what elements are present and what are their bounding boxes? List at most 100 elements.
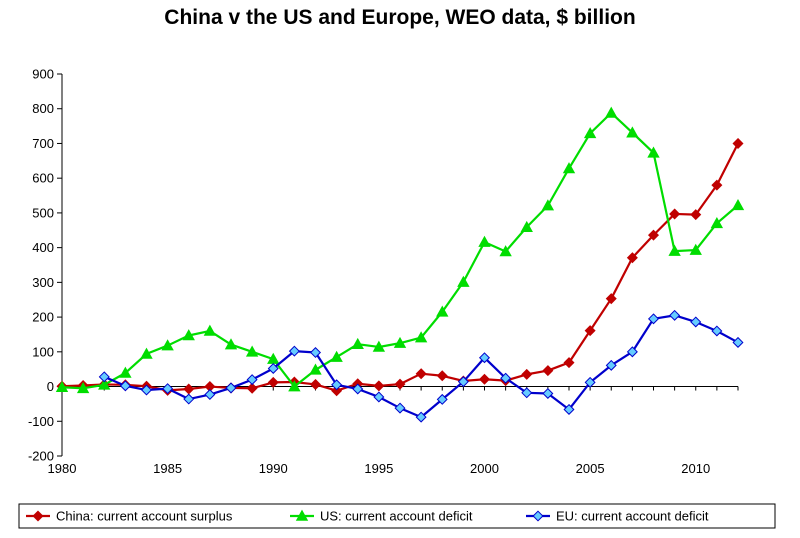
y-tick-label: -200: [28, 449, 54, 464]
point-us: [393, 336, 407, 348]
x-tick-label: 2005: [576, 461, 605, 476]
point-us: [583, 127, 597, 139]
point-china: [331, 385, 343, 397]
point-china: [690, 209, 702, 221]
point-us: [457, 275, 470, 287]
point-eu: [605, 359, 617, 371]
series-china: [56, 137, 744, 397]
y-tick-label: -100: [28, 414, 54, 429]
y-tick-label: 400: [32, 240, 54, 255]
point-eu: [140, 384, 153, 396]
point-us: [647, 146, 660, 158]
point-china: [647, 229, 660, 241]
point-china: [542, 365, 554, 377]
point-china: [584, 325, 596, 337]
legend-label: EU: current account deficit: [556, 509, 709, 524]
point-eu: [711, 325, 723, 337]
point-us: [309, 363, 322, 375]
y-tick-label: 0: [47, 379, 54, 394]
y-tick-label: 100: [32, 344, 54, 359]
legend-entry-eu: EU: current account deficit: [526, 509, 709, 524]
x-tick-label: 1980: [48, 461, 77, 476]
point-us: [182, 329, 195, 341]
point-us: [98, 378, 111, 390]
point-eu: [204, 389, 216, 401]
point-eu: [542, 387, 554, 399]
point-us: [372, 340, 386, 352]
x-tick-label: 2010: [681, 461, 710, 476]
y-tick-label: 700: [32, 136, 54, 151]
point-us: [288, 380, 301, 392]
point-us: [605, 106, 618, 118]
point-china: [394, 378, 406, 390]
point-eu: [288, 345, 300, 357]
point-eu: [626, 346, 638, 358]
chart-title: China v the US and Europe, WEO data, $ b…: [164, 6, 636, 29]
point-china: [563, 357, 575, 369]
point-us: [203, 324, 217, 336]
legend-entry-china: China: current account surplus: [26, 509, 233, 524]
axes: [57, 73, 739, 457]
legend-entry-us: US: current account deficit: [290, 509, 473, 524]
point-china: [246, 382, 258, 394]
legend: China: current account surplus US: curren…: [18, 503, 776, 529]
point-eu: [373, 391, 385, 403]
point-us: [499, 245, 512, 257]
y-tick-label: 500: [32, 205, 54, 220]
point-china: [669, 208, 681, 220]
point-us: [414, 331, 428, 343]
point-china: [626, 252, 638, 264]
point-eu: [246, 374, 258, 386]
point-us: [119, 366, 132, 378]
point-eu: [98, 371, 110, 383]
point-eu: [478, 352, 491, 364]
y-tick-label: 800: [32, 101, 54, 116]
point-eu: [267, 362, 279, 374]
point-us: [161, 339, 174, 351]
x-tick-label: 1995: [364, 461, 393, 476]
point-eu: [732, 336, 744, 348]
point-eu: [563, 403, 575, 415]
point-eu: [331, 379, 343, 391]
y-axis-labels: -200 -100 0 100 200 300 400 500 600 700 800 900: [28, 67, 54, 464]
point-us: [224, 338, 238, 350]
series-eu: [98, 309, 744, 423]
point-us: [245, 345, 259, 357]
x-axis-labels: 1980 1985 1990 1995 2000 2005 2010: [48, 461, 711, 476]
point-us: [520, 220, 533, 232]
point-eu: [352, 383, 364, 395]
legend-label: China: current account surplus: [56, 509, 233, 524]
series-us: [55, 106, 745, 394]
point-china: [415, 368, 427, 380]
point-eu: [669, 309, 681, 321]
point-eu: [647, 313, 660, 325]
point-china: [267, 376, 279, 388]
point-eu: [119, 380, 131, 392]
point-us: [330, 350, 343, 362]
x-tick-label: 2000: [470, 461, 499, 476]
point-us: [478, 235, 491, 247]
point-china: [373, 380, 385, 392]
point-eu: [415, 411, 427, 423]
y-tick-label: 300: [32, 275, 54, 290]
point-eu: [309, 347, 322, 359]
x-tick-label: 1990: [259, 461, 288, 476]
point-china: [183, 383, 195, 395]
legend-label: US: current account deficit: [320, 509, 473, 524]
point-us: [436, 305, 449, 317]
y-tick-label: 600: [32, 171, 54, 186]
point-us: [76, 381, 90, 394]
point-eu: [521, 387, 533, 399]
point-eu: [584, 376, 596, 388]
point-us: [55, 380, 69, 393]
point-china: [478, 373, 491, 385]
point-eu: [394, 402, 406, 414]
point-eu: [690, 316, 702, 328]
point-eu: [500, 372, 512, 384]
point-us: [626, 126, 639, 138]
point-us: [710, 217, 724, 229]
point-eu: [162, 383, 174, 395]
point-us: [351, 337, 364, 349]
point-us: [668, 244, 681, 256]
